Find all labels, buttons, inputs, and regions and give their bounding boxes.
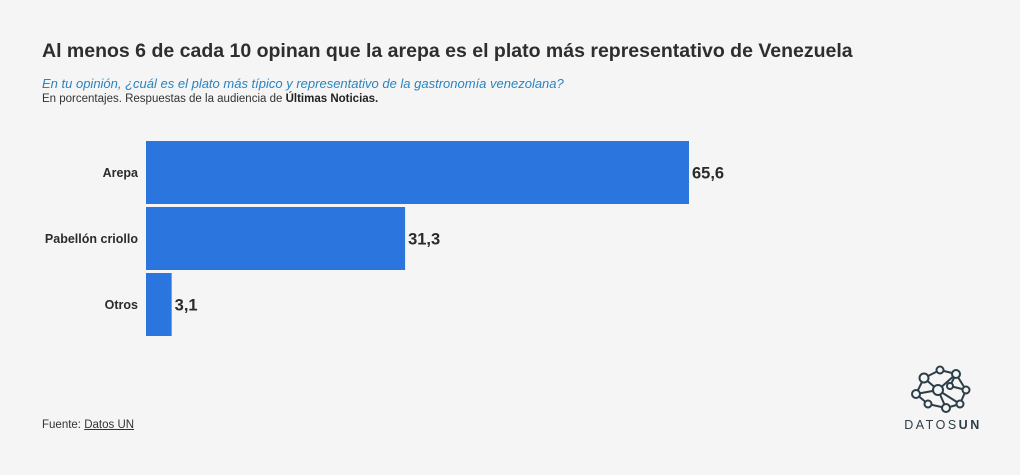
bar-1 xyxy=(146,207,406,270)
source-prefix: Fuente: xyxy=(42,419,85,431)
chart-title: Al menos 6 de cada 10 opinan que la arep… xyxy=(42,40,853,62)
network-nodes-icon xyxy=(911,365,971,413)
category-label-1: Pabellón criollo xyxy=(45,232,138,246)
category-label-2: Otros xyxy=(105,298,138,312)
note-source: Últimas Noticias. xyxy=(285,93,379,105)
value-label-1: 31,3 xyxy=(408,231,440,249)
value-label-2: 3,1 xyxy=(175,297,198,315)
logo-text-light: DATOS xyxy=(904,418,959,432)
chart-subtitle: En tu opinión, ¿cuál es el plato más típ… xyxy=(42,76,564,91)
note-prefix: En porcentajes. Respuestas de la audienc… xyxy=(42,93,286,105)
source-line: Fuente: Datos UN xyxy=(42,419,134,431)
category-label-0: Arepa xyxy=(103,166,139,180)
logo-text-bold: UN xyxy=(958,418,982,432)
bar-0 xyxy=(146,141,689,204)
chart-note: En porcentajes. Respuestas de la audienc… xyxy=(42,93,378,105)
source-link[interactable]: Datos UN xyxy=(84,419,135,431)
value-label-0: 65,6 xyxy=(692,165,724,183)
bar-2 xyxy=(146,273,172,336)
logo-wordmark: DATOSUN xyxy=(898,418,988,432)
datos-un-logo: DATOSUN xyxy=(898,364,988,436)
